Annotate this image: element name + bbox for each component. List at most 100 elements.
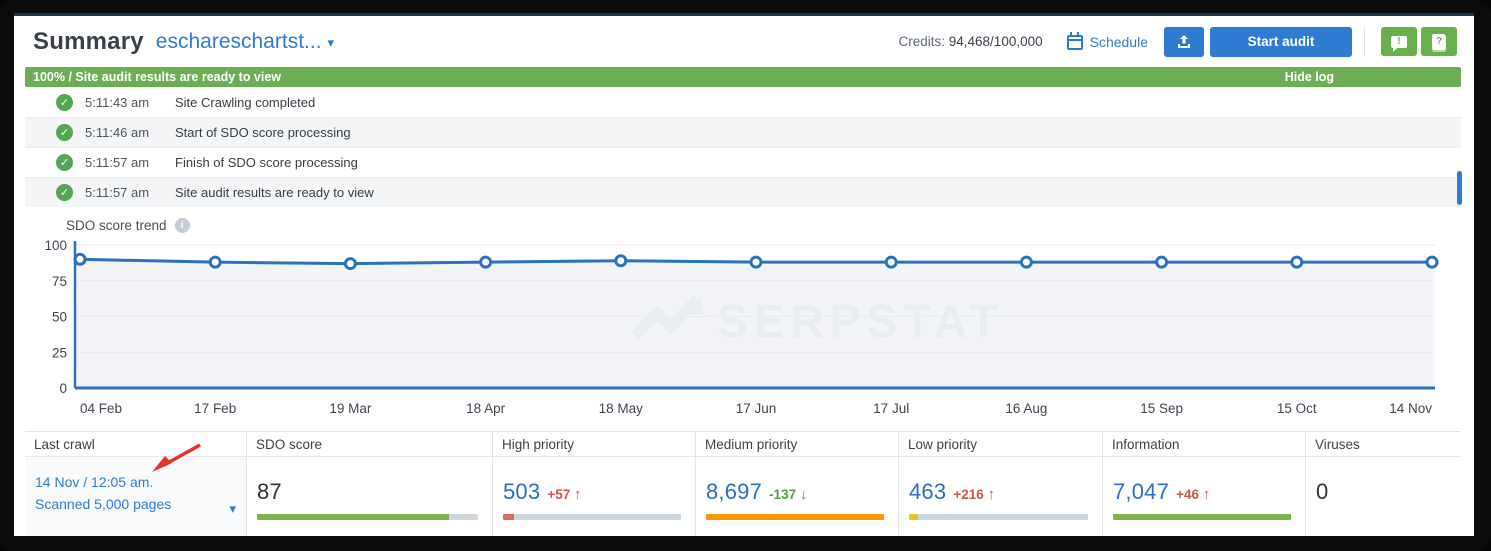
start-audit-button[interactable]: Start audit xyxy=(1210,26,1352,57)
help-button[interactable]: ? xyxy=(1421,27,1457,56)
column-header: Information xyxy=(1103,432,1305,457)
chevron-down-icon: ▾ xyxy=(327,34,335,50)
feedback-button[interactable]: ! xyxy=(1381,27,1417,56)
viruses-value: 0 xyxy=(1316,479,1329,504)
crawl-log: ✓ 5:11:43 am Site Crawling completed ✓ 5… xyxy=(25,87,1461,207)
audit-progress-bar: 100% / Site audit results are ready to v… xyxy=(25,67,1461,87)
check-circle-icon: ✓ xyxy=(56,93,73,111)
data-point-17 Feb[interactable] xyxy=(208,255,222,269)
scrollbar-thumb[interactable] xyxy=(1457,171,1462,205)
arrow-down-icon: ↓ xyxy=(799,486,808,503)
log-message: Finish of SDO score processing xyxy=(175,155,358,170)
log-message: Site audit results are ready to view xyxy=(175,185,374,200)
header-divider xyxy=(1364,26,1365,57)
project-selector[interactable]: eschareschartst... ▾ xyxy=(156,30,334,54)
low-priority-value[interactable]: 463 xyxy=(909,479,947,504)
log-message: Start of SDO score processing xyxy=(175,125,351,140)
information-bar xyxy=(1113,514,1291,520)
arrow-up-icon: ↑ xyxy=(573,486,582,503)
data-point-16 Aug[interactable] xyxy=(1019,255,1033,269)
svg-text:100: 100 xyxy=(44,238,67,253)
project-name: eschareschartst... xyxy=(155,29,322,53)
last-crawl-cell: 14 Nov / 12:05 am. Scanned 5,000 pages ▾ xyxy=(25,457,246,536)
svg-text:0: 0 xyxy=(59,381,67,396)
svg-text:SERPSTAT: SERPSTAT xyxy=(717,295,1004,347)
log-time: 5:11:46 am xyxy=(85,125,150,140)
scanned-pages-link[interactable]: Scanned 5,000 pages xyxy=(35,496,172,513)
svg-text:15 Sep: 15 Sep xyxy=(1140,401,1183,416)
credits-counter: Credits: 94,468/100,000 xyxy=(898,34,1043,49)
export-button[interactable] xyxy=(1164,26,1204,57)
data-point-15 Sep[interactable] xyxy=(1155,255,1169,269)
data-point-17 Jun[interactable] xyxy=(749,255,763,269)
medium-priority-value[interactable]: 8,697 xyxy=(706,479,763,504)
arrow-up-icon: ↑ xyxy=(1202,486,1211,503)
chart-title: SDO score trend xyxy=(66,218,167,233)
column-header: High priority xyxy=(493,432,695,457)
svg-text:15 Oct: 15 Oct xyxy=(1277,401,1317,416)
schedule-button[interactable]: Schedule xyxy=(1066,32,1148,50)
check-circle-icon: ✓ xyxy=(56,124,73,141)
low-priority-bar xyxy=(909,514,1088,520)
column-header: Last crawl xyxy=(25,432,246,457)
column-header: SDO score xyxy=(247,432,492,457)
last-crawl-date-link[interactable]: 14 Nov / 12:05 am. xyxy=(35,474,154,490)
column-sdo-score: SDO score 87 xyxy=(247,432,493,536)
check-circle-icon: ✓ xyxy=(56,154,73,171)
svg-text:17 Jul: 17 Jul xyxy=(873,401,909,416)
svg-text:14 Nov: 14 Nov xyxy=(1389,401,1432,416)
sdo-score-trend-chart: 0 25 50 75 100 SERPSTAT 04 Feb 17 Feb 19 Mar 18 A… xyxy=(44,238,1439,416)
data-point-18 Apr[interactable] xyxy=(479,255,493,269)
information-value[interactable]: 7,047 xyxy=(1113,479,1170,504)
info-icon[interactable]: i xyxy=(174,218,190,233)
page-title: Summary xyxy=(33,27,144,55)
sdo-score-bar xyxy=(257,514,478,520)
svg-text:18 Apr: 18 Apr xyxy=(466,401,506,416)
medium-priority-bar xyxy=(706,514,884,520)
log-time: 5:11:57 am xyxy=(85,185,150,200)
serpstat-watermark-logo: SERPSTAT xyxy=(631,295,1004,347)
data-point-04 Feb[interactable] xyxy=(73,252,87,266)
column-header: Low priority xyxy=(899,432,1102,457)
svg-text:16 Aug: 16 Aug xyxy=(1005,401,1047,416)
svg-text:04 Feb: 04 Feb xyxy=(80,401,122,416)
log-row: ✓ 5:11:43 am Site Crawling completed xyxy=(25,87,1461,117)
site-audit-summary-page: Summary eschareschartst... ▾ Credits: 94… xyxy=(14,13,1474,536)
column-high-priority: High priority 503 +57 ↑ xyxy=(493,432,696,536)
summary-table: Last crawl 14 Nov / 12:05 am. Scanned 5,… xyxy=(25,431,1461,536)
column-medium-priority: Medium priority 8,697 -137 ↓ xyxy=(696,432,899,536)
log-time: 5:11:43 am xyxy=(85,94,150,110)
log-time: 5:11:57 am xyxy=(85,155,150,170)
sdo-score-value: 87 xyxy=(257,479,282,504)
column-viruses: Viruses 0 xyxy=(1306,432,1461,536)
data-point-19 Mar[interactable] xyxy=(343,257,357,271)
high-priority-value[interactable]: 503 xyxy=(503,479,541,504)
top-accent-strip xyxy=(14,13,1474,16)
calendar-icon xyxy=(1066,32,1083,50)
svg-text:17 Feb: 17 Feb xyxy=(194,401,236,416)
data-point-14 Nov[interactable] xyxy=(1425,255,1439,269)
svg-text:19 Mar: 19 Mar xyxy=(329,401,372,416)
data-point-18 May[interactable] xyxy=(614,254,628,268)
hide-log-button[interactable]: Hide log xyxy=(1284,70,1334,84)
svg-text:17 Jun: 17 Jun xyxy=(736,401,777,416)
column-low-priority: Low priority 463 +216 ↑ xyxy=(899,432,1103,536)
check-circle-icon: ✓ xyxy=(56,184,73,201)
svg-text:18 May: 18 May xyxy=(599,401,644,416)
data-point-17 Jul[interactable] xyxy=(884,255,898,269)
high-priority-bar xyxy=(503,514,681,520)
data-point-15 Oct[interactable] xyxy=(1290,255,1304,269)
svg-text:25: 25 xyxy=(52,345,67,360)
column-header: Medium priority xyxy=(696,432,898,457)
arrow-up-icon: ↑ xyxy=(987,486,996,503)
help-book-icon: ? xyxy=(1432,33,1446,52)
feedback-icon: ! xyxy=(1391,35,1407,52)
progress-status-text: 100% / Site audit results are ready to v… xyxy=(33,70,282,84)
chart-title-row: SDO score trend i xyxy=(66,218,1474,233)
log-row: ✓ 5:11:46 am Start of SDO score processi… xyxy=(25,117,1461,147)
svg-text:50: 50 xyxy=(52,310,67,325)
crawl-dropdown-icon[interactable]: ▾ xyxy=(229,501,236,516)
svg-text:75: 75 xyxy=(52,274,67,289)
upload-icon xyxy=(1178,34,1190,48)
